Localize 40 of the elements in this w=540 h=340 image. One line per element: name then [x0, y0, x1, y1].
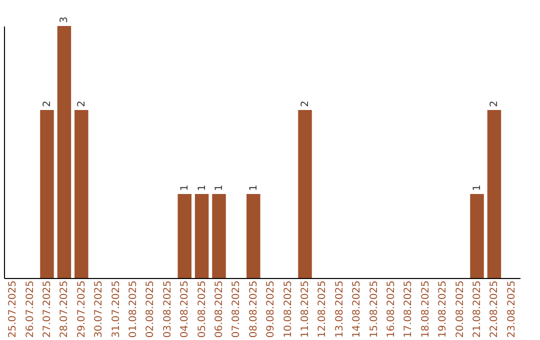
data-label: 2 — [300, 100, 311, 107]
x-tick-label: 02.08.2025 — [145, 280, 156, 338]
x-tick-label: 31.07.2025 — [110, 280, 122, 338]
data-label: 2 — [489, 100, 500, 107]
x-tick-label: 16.08.2025 — [386, 280, 397, 338]
x-tick-label: 14.08.2025 — [352, 280, 363, 338]
x-tick-label: 07.08.2025 — [231, 280, 242, 338]
x-tick-label: 25.07.2025 — [8, 280, 19, 338]
x-tick-label: 27.07.2025 — [42, 280, 53, 338]
x-tick-label: 03.08.2025 — [162, 280, 174, 338]
x-tick-label: 20.08.2025 — [454, 280, 466, 338]
x-tick-label: 22.08.2025 — [489, 280, 500, 338]
data-label: 1 — [214, 184, 225, 191]
x-tick-label: 21.08.2025 — [472, 280, 483, 338]
x-tick-label: 12.08.2025 — [317, 280, 328, 338]
x-tick-label: 11.08.2025 — [300, 280, 311, 338]
x-tick-label: 30.07.2025 — [94, 280, 105, 338]
x-tick-label: 08.08.2025 — [248, 280, 260, 338]
x-tick-label: 28.07.2025 — [59, 280, 70, 338]
x-tick-label: 29.07.2025 — [76, 280, 88, 338]
x-tick-label: 19.08.2025 — [438, 280, 449, 338]
data-label: 1 — [472, 184, 483, 191]
x-tick-label: 15.08.2025 — [368, 280, 380, 338]
x-tick-label: 04.08.2025 — [180, 280, 191, 338]
x-tick-label: 17.08.2025 — [403, 280, 414, 338]
data-label: 2 — [76, 100, 88, 107]
x-tick-label: 01.08.2025 — [128, 280, 139, 338]
x-tick-label: 13.08.2025 — [334, 280, 346, 338]
data-label: 2 — [42, 100, 53, 107]
data-label: 1 — [196, 184, 208, 191]
x-tick-label: 05.08.2025 — [196, 280, 208, 338]
x-tick-label: 09.08.2025 — [266, 280, 277, 338]
x-tick-label: 06.08.2025 — [214, 280, 225, 338]
x-tick-label: 23.08.2025 — [506, 280, 518, 338]
data-label: 1 — [248, 184, 260, 191]
x-tick-label: 18.08.2025 — [420, 280, 432, 338]
x-tick-label: 10.08.2025 — [282, 280, 294, 338]
data-label: 3 — [59, 16, 70, 23]
data-label: 1 — [180, 184, 191, 191]
x-tick-label: 26.07.2025 — [24, 280, 36, 338]
